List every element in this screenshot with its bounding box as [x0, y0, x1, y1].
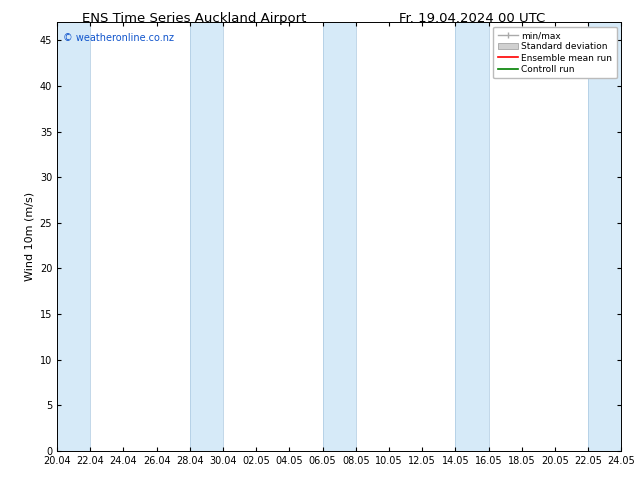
Bar — [323, 22, 356, 451]
Bar — [57, 22, 90, 451]
Bar — [190, 22, 223, 451]
Text: ENS Time Series Auckland Airport: ENS Time Series Auckland Airport — [82, 12, 307, 25]
Bar — [588, 22, 621, 451]
Bar — [455, 22, 489, 451]
Y-axis label: Wind 10m (m/s): Wind 10m (m/s) — [24, 192, 34, 281]
Text: © weatheronline.co.nz: © weatheronline.co.nz — [63, 33, 174, 43]
Legend: min/max, Standard deviation, Ensemble mean run, Controll run: min/max, Standard deviation, Ensemble me… — [493, 26, 617, 78]
Text: Fr. 19.04.2024 00 UTC: Fr. 19.04.2024 00 UTC — [399, 12, 546, 25]
